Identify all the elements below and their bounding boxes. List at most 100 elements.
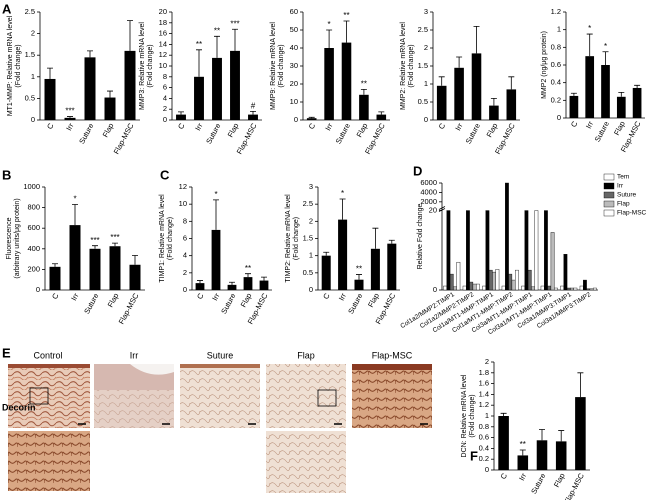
y-tick-label: 8 (183, 216, 187, 225)
error-bar (360, 89, 367, 95)
x-tick-label: C (195, 291, 206, 301)
significance-label: * (604, 42, 607, 51)
error-bar (67, 116, 73, 118)
micrograph (180, 364, 260, 428)
y-tick-label: 2 (309, 216, 313, 225)
legend-label: Suture (617, 192, 637, 199)
y-tick-label: 4 (163, 93, 167, 102)
bar (230, 50, 240, 120)
error-bar (570, 92, 577, 96)
y-axis-label: (Fold change) (278, 44, 285, 87)
error-bar (229, 281, 235, 285)
bar (505, 182, 509, 291)
y-axis-label: Fluorescence (6, 217, 13, 259)
x-tick-label: Flap (239, 292, 254, 309)
y-tick-label: 14 (159, 39, 167, 48)
y-tick-label: 0 (183, 285, 187, 294)
bar (524, 210, 529, 291)
bar (359, 94, 369, 120)
y-axis-label: MMP9: Relative mRNA level (270, 22, 277, 110)
bar (449, 273, 454, 291)
significance-label: ** (356, 265, 362, 274)
bar (616, 96, 626, 118)
error-bar (634, 84, 641, 88)
bar (492, 271, 496, 291)
bar (446, 210, 451, 291)
error-bar (308, 116, 315, 119)
bar (550, 232, 555, 291)
bar (227, 284, 237, 290)
inset-box (317, 389, 337, 407)
x-tick-label: Flap (101, 122, 116, 139)
y-tick-label: 1 (424, 79, 428, 88)
y-tick-label: 12 (179, 182, 187, 191)
significance-label: *** (65, 107, 74, 116)
error-bar (132, 255, 138, 265)
y-tick-label: 2 (424, 43, 428, 52)
y-tick-label: 1.8 (479, 368, 489, 377)
y-tick-label: 1.5 (418, 61, 428, 70)
y-tick-label: 20 (429, 206, 437, 215)
error-bar (519, 449, 526, 456)
panel-label: B (2, 167, 11, 182)
x-tick-label: Suture (346, 292, 364, 316)
y-tick-label: 50 (290, 25, 298, 34)
micrograph (8, 364, 90, 428)
error-bar (577, 372, 584, 398)
epidermis (8, 364, 90, 368)
y-tick-label: 0.4 (479, 443, 489, 452)
x-tick-label: Flap-MSC (112, 121, 136, 156)
y-tick-label: 10 (179, 199, 187, 208)
bar (586, 288, 591, 291)
bar (469, 281, 474, 291)
y-tick-label: 2 (31, 29, 35, 38)
y-tick-label: 0.2 (551, 95, 561, 104)
y-tick-label: 0.4 (551, 78, 561, 87)
y-tick-label: 0 (485, 465, 489, 474)
significance-label: ** (361, 80, 367, 89)
stain-label: Decorin (2, 402, 36, 412)
y-axis-label: MMP3: Relative mRNA level (139, 22, 146, 110)
significance-label: ** (245, 264, 251, 273)
y-tick-label: 20 (159, 7, 167, 16)
y-tick-label: 4 (183, 251, 187, 260)
micrograph (352, 364, 432, 428)
bar (575, 397, 586, 470)
x-tick-label: C (45, 121, 56, 131)
error-bar (618, 91, 625, 97)
error-bar (107, 90, 113, 98)
x-tick-label: Suture (219, 292, 237, 316)
bar (521, 285, 525, 291)
bar (84, 57, 96, 120)
bar (508, 273, 513, 291)
x-tick-label: Irr (69, 291, 81, 302)
micrograph-inset (266, 431, 346, 493)
error-bar (127, 20, 133, 51)
error-bar (372, 227, 379, 249)
error-bar (52, 263, 58, 267)
y-tick-label: 2000 (420, 197, 437, 206)
y-tick-label: 8 (163, 72, 167, 81)
y-axis-label: (arbitrary units/μg protein) (14, 198, 21, 278)
error-bar (558, 430, 565, 442)
legend-label: Flap (617, 201, 630, 208)
bar (211, 229, 221, 290)
error-bar (378, 111, 385, 115)
bar (579, 285, 584, 291)
error-bar (87, 50, 93, 58)
y-axis-label: TIMP1: Relative mRNA level (159, 194, 166, 283)
bar (104, 97, 116, 120)
y-tick-label: 12 (159, 50, 167, 59)
y-tick-label: 6 (183, 233, 187, 242)
y-tick-label: 1 (557, 25, 561, 34)
error-bar (213, 199, 219, 230)
bar (466, 210, 470, 291)
bar (454, 67, 464, 120)
bar (570, 287, 574, 291)
bar (64, 117, 76, 120)
y-tick-label: 3 (424, 7, 428, 16)
error-bar (586, 33, 593, 57)
bar (560, 285, 564, 291)
x-tick-label: Suture (82, 292, 100, 316)
y-tick-label: 600 (27, 223, 40, 232)
